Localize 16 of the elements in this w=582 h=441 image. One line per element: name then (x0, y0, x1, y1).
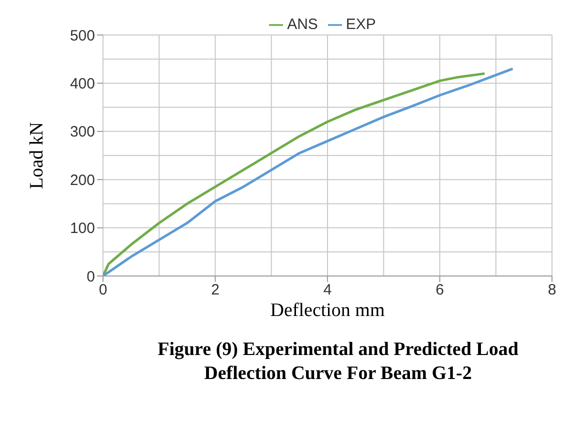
legend-label: ANS (287, 16, 318, 33)
y-tick-label: 0 (86, 268, 95, 286)
y-tick-label: 300 (70, 124, 95, 141)
y-axis-title: Load kN (26, 122, 48, 190)
y-tick-label: 400 (70, 76, 95, 93)
x-tick-label: 8 (548, 282, 556, 299)
y-tick-label: 500 (70, 27, 95, 44)
x-tick-label: 6 (436, 282, 444, 299)
x-tick-label: 0 (98, 282, 108, 299)
x-tick-label: 4 (323, 282, 332, 299)
legend-label: EXP (346, 16, 376, 33)
x-tick-label: 2 (211, 282, 220, 299)
y-tick-label: 200 (70, 172, 95, 189)
text: Figure (9) Experimental and Predicted Load Deflection Curve For Beam G1-2 (156, 338, 520, 386)
x-axis-title: Deflection mm (270, 300, 385, 321)
y-tick-label: 100 (70, 220, 95, 238)
